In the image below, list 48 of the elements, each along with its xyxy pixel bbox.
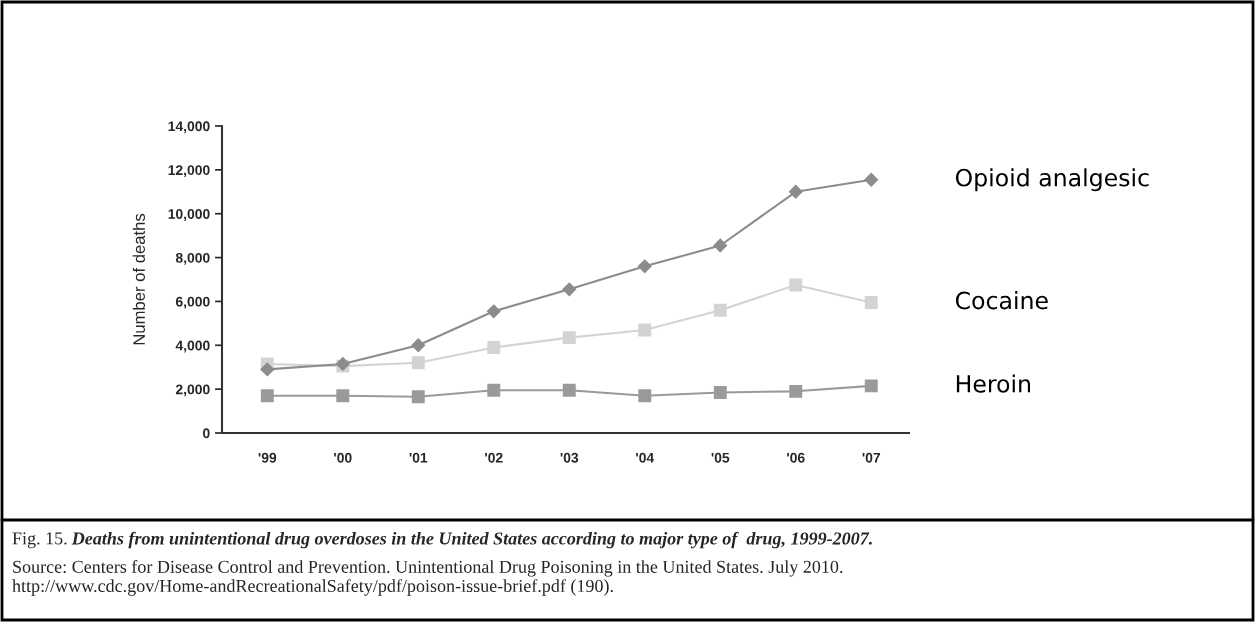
point bbox=[788, 184, 803, 199]
y-tick-label: 12,000 bbox=[168, 165, 210, 178]
x-tick-label: '01 bbox=[409, 452, 428, 463]
x-tick-label: '07 bbox=[862, 452, 881, 463]
point bbox=[637, 259, 652, 274]
point bbox=[487, 341, 501, 354]
x-tick-label: '04 bbox=[636, 452, 655, 463]
point bbox=[713, 385, 727, 399]
point bbox=[260, 362, 275, 377]
point bbox=[789, 278, 803, 292]
point bbox=[260, 389, 274, 403]
x-tick-label: '00 bbox=[334, 452, 352, 463]
point bbox=[638, 323, 652, 337]
y-tick-label: 2,000 bbox=[175, 384, 210, 397]
point bbox=[864, 296, 878, 309]
x-tick-label: '99 bbox=[258, 452, 277, 463]
point bbox=[411, 338, 426, 353]
x-tick-label: '03 bbox=[560, 452, 579, 463]
caption: Fig. 15. bbox=[12, 532, 67, 549]
y-tick-label: 6,000 bbox=[175, 296, 210, 309]
y-tick-label: 0 bbox=[203, 428, 210, 439]
y-tick-label: 8,000 bbox=[175, 252, 210, 265]
point bbox=[864, 379, 878, 393]
point bbox=[411, 356, 425, 370]
x-tick-label: '02 bbox=[485, 452, 503, 463]
y-tick-label: 14,000 bbox=[168, 121, 210, 134]
text: Heroin bbox=[956, 374, 1031, 393]
point bbox=[713, 303, 727, 317]
point bbox=[562, 383, 576, 397]
y-tick-label: 4,000 bbox=[175, 340, 210, 353]
x-tick-label: '05 bbox=[711, 452, 730, 463]
x-tick-label: '06 bbox=[787, 452, 805, 463]
point bbox=[562, 282, 577, 297]
y-tick-label: 10,000 bbox=[168, 209, 210, 221]
point bbox=[789, 384, 803, 398]
point bbox=[486, 304, 501, 319]
point bbox=[638, 389, 652, 403]
point bbox=[713, 238, 728, 253]
source-note: Source: Centers for Disease Control and Prevention. Unintentional Drug Poisoning in the United States. July 2010. http://www.cdc.gov/Home-andRecreationalSafety/pdf/poison-issue-brief.pdf (190). bbox=[12, 560, 843, 596]
text: Cocaine bbox=[955, 291, 1048, 310]
point bbox=[411, 390, 425, 404]
text: Opioid analgesic bbox=[955, 168, 1149, 192]
point bbox=[487, 383, 501, 397]
point bbox=[864, 172, 879, 187]
y-axis-title: Number of deaths bbox=[132, 213, 145, 345]
text: Deaths from unintentional drug overdoses in the United States according to major type of drug, 1999-2007. bbox=[71, 531, 872, 549]
point bbox=[562, 331, 576, 345]
point bbox=[336, 389, 350, 403]
